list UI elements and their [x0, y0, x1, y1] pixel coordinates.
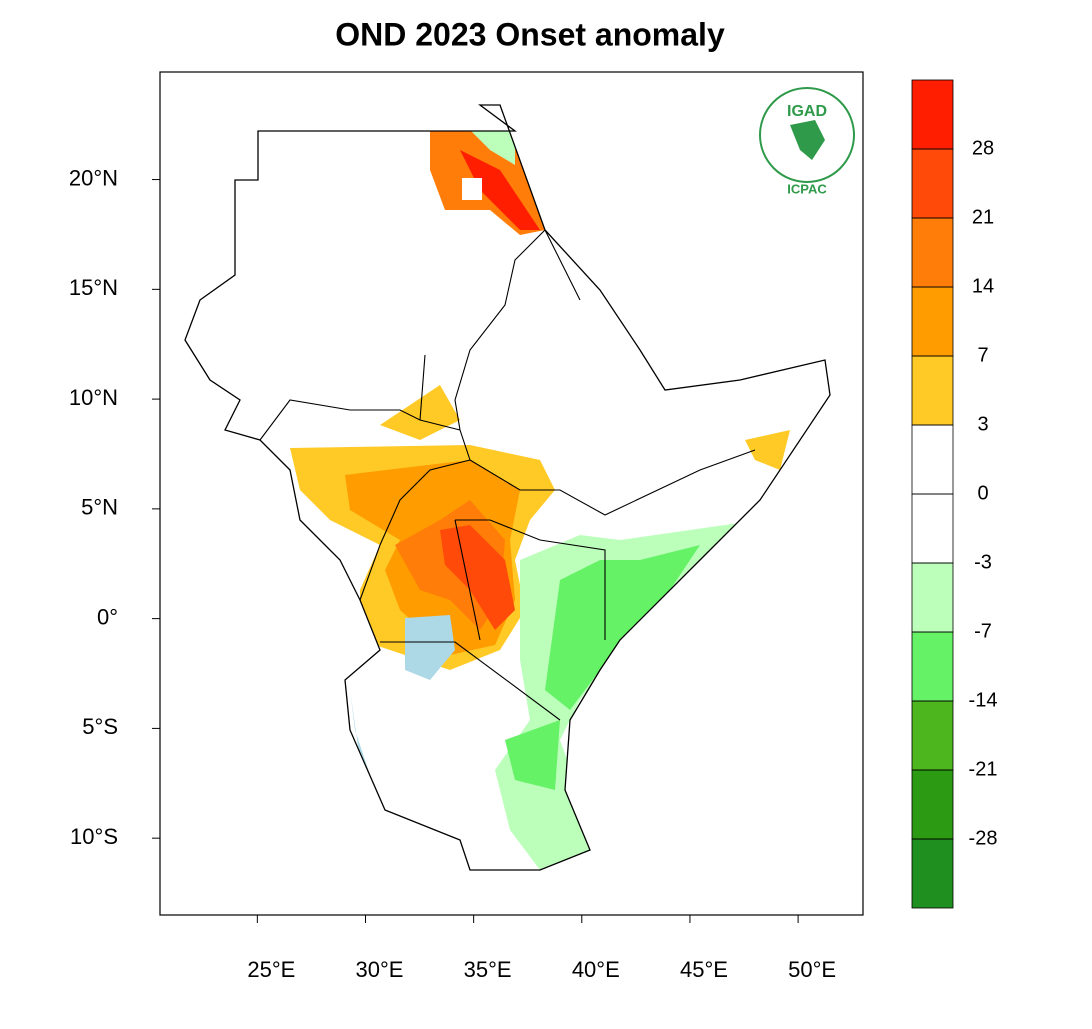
- colorbar-label: 14: [972, 275, 994, 297]
- anomaly-field: [290, 130, 790, 870]
- y-tick-label: 0°: [97, 604, 118, 629]
- y-tick-label: 10°S: [70, 824, 118, 849]
- colorbar-box: [911, 769, 954, 840]
- map-area: [159, 71, 864, 916]
- y-tick-label: 10°N: [69, 385, 118, 410]
- colorbar-label: 7: [977, 344, 988, 366]
- colorbar-box: [911, 493, 954, 564]
- colorbar-label: 3: [977, 413, 988, 435]
- y-tick-label: 5°S: [82, 714, 118, 739]
- colorbar-label: -21: [969, 758, 998, 780]
- colorbar-box: [911, 217, 954, 288]
- colorbar-label: 21: [972, 206, 994, 228]
- colorbar-label: 28: [972, 137, 994, 159]
- y-tick-label: 5°N: [81, 495, 118, 520]
- coastline: [184, 104, 831, 871]
- y-tick-label: 15°N: [69, 275, 118, 300]
- x-tick-label: 45°E: [680, 957, 728, 982]
- map-title: OND 2023 Onset anomaly: [335, 16, 725, 52]
- colorbar-box: [911, 838, 954, 909]
- y-tick-label: 20°N: [69, 165, 118, 190]
- colorbar-box: [911, 148, 954, 219]
- x-tick-label: 30°E: [356, 957, 404, 982]
- logo: IGAD ICPAC: [759, 87, 855, 196]
- x-tick-label: 50°E: [788, 957, 836, 982]
- colorbar-label: -28: [969, 827, 998, 849]
- colorbar-box: [911, 355, 954, 426]
- colorbar-box: [911, 700, 954, 771]
- colorbar-box: [911, 562, 954, 633]
- colorbar-box: [911, 424, 954, 495]
- colorbar-label: -7: [974, 620, 992, 642]
- logo-top: IGAD: [787, 103, 827, 120]
- colorbar-box: [911, 631, 954, 702]
- x-tick-label: 40°E: [572, 957, 620, 982]
- borders: [259, 229, 756, 721]
- colorbar-label: -3: [974, 551, 992, 573]
- colorbar-label: -14: [969, 689, 998, 711]
- x-tick-label: 35°E: [464, 957, 512, 982]
- colorbar-label: 0: [977, 482, 988, 504]
- colorbar-box: [911, 79, 954, 150]
- x-tick-label: 25°E: [247, 957, 295, 982]
- colorbar-box: [911, 286, 954, 357]
- logo-bottom: ICPAC: [787, 181, 827, 196]
